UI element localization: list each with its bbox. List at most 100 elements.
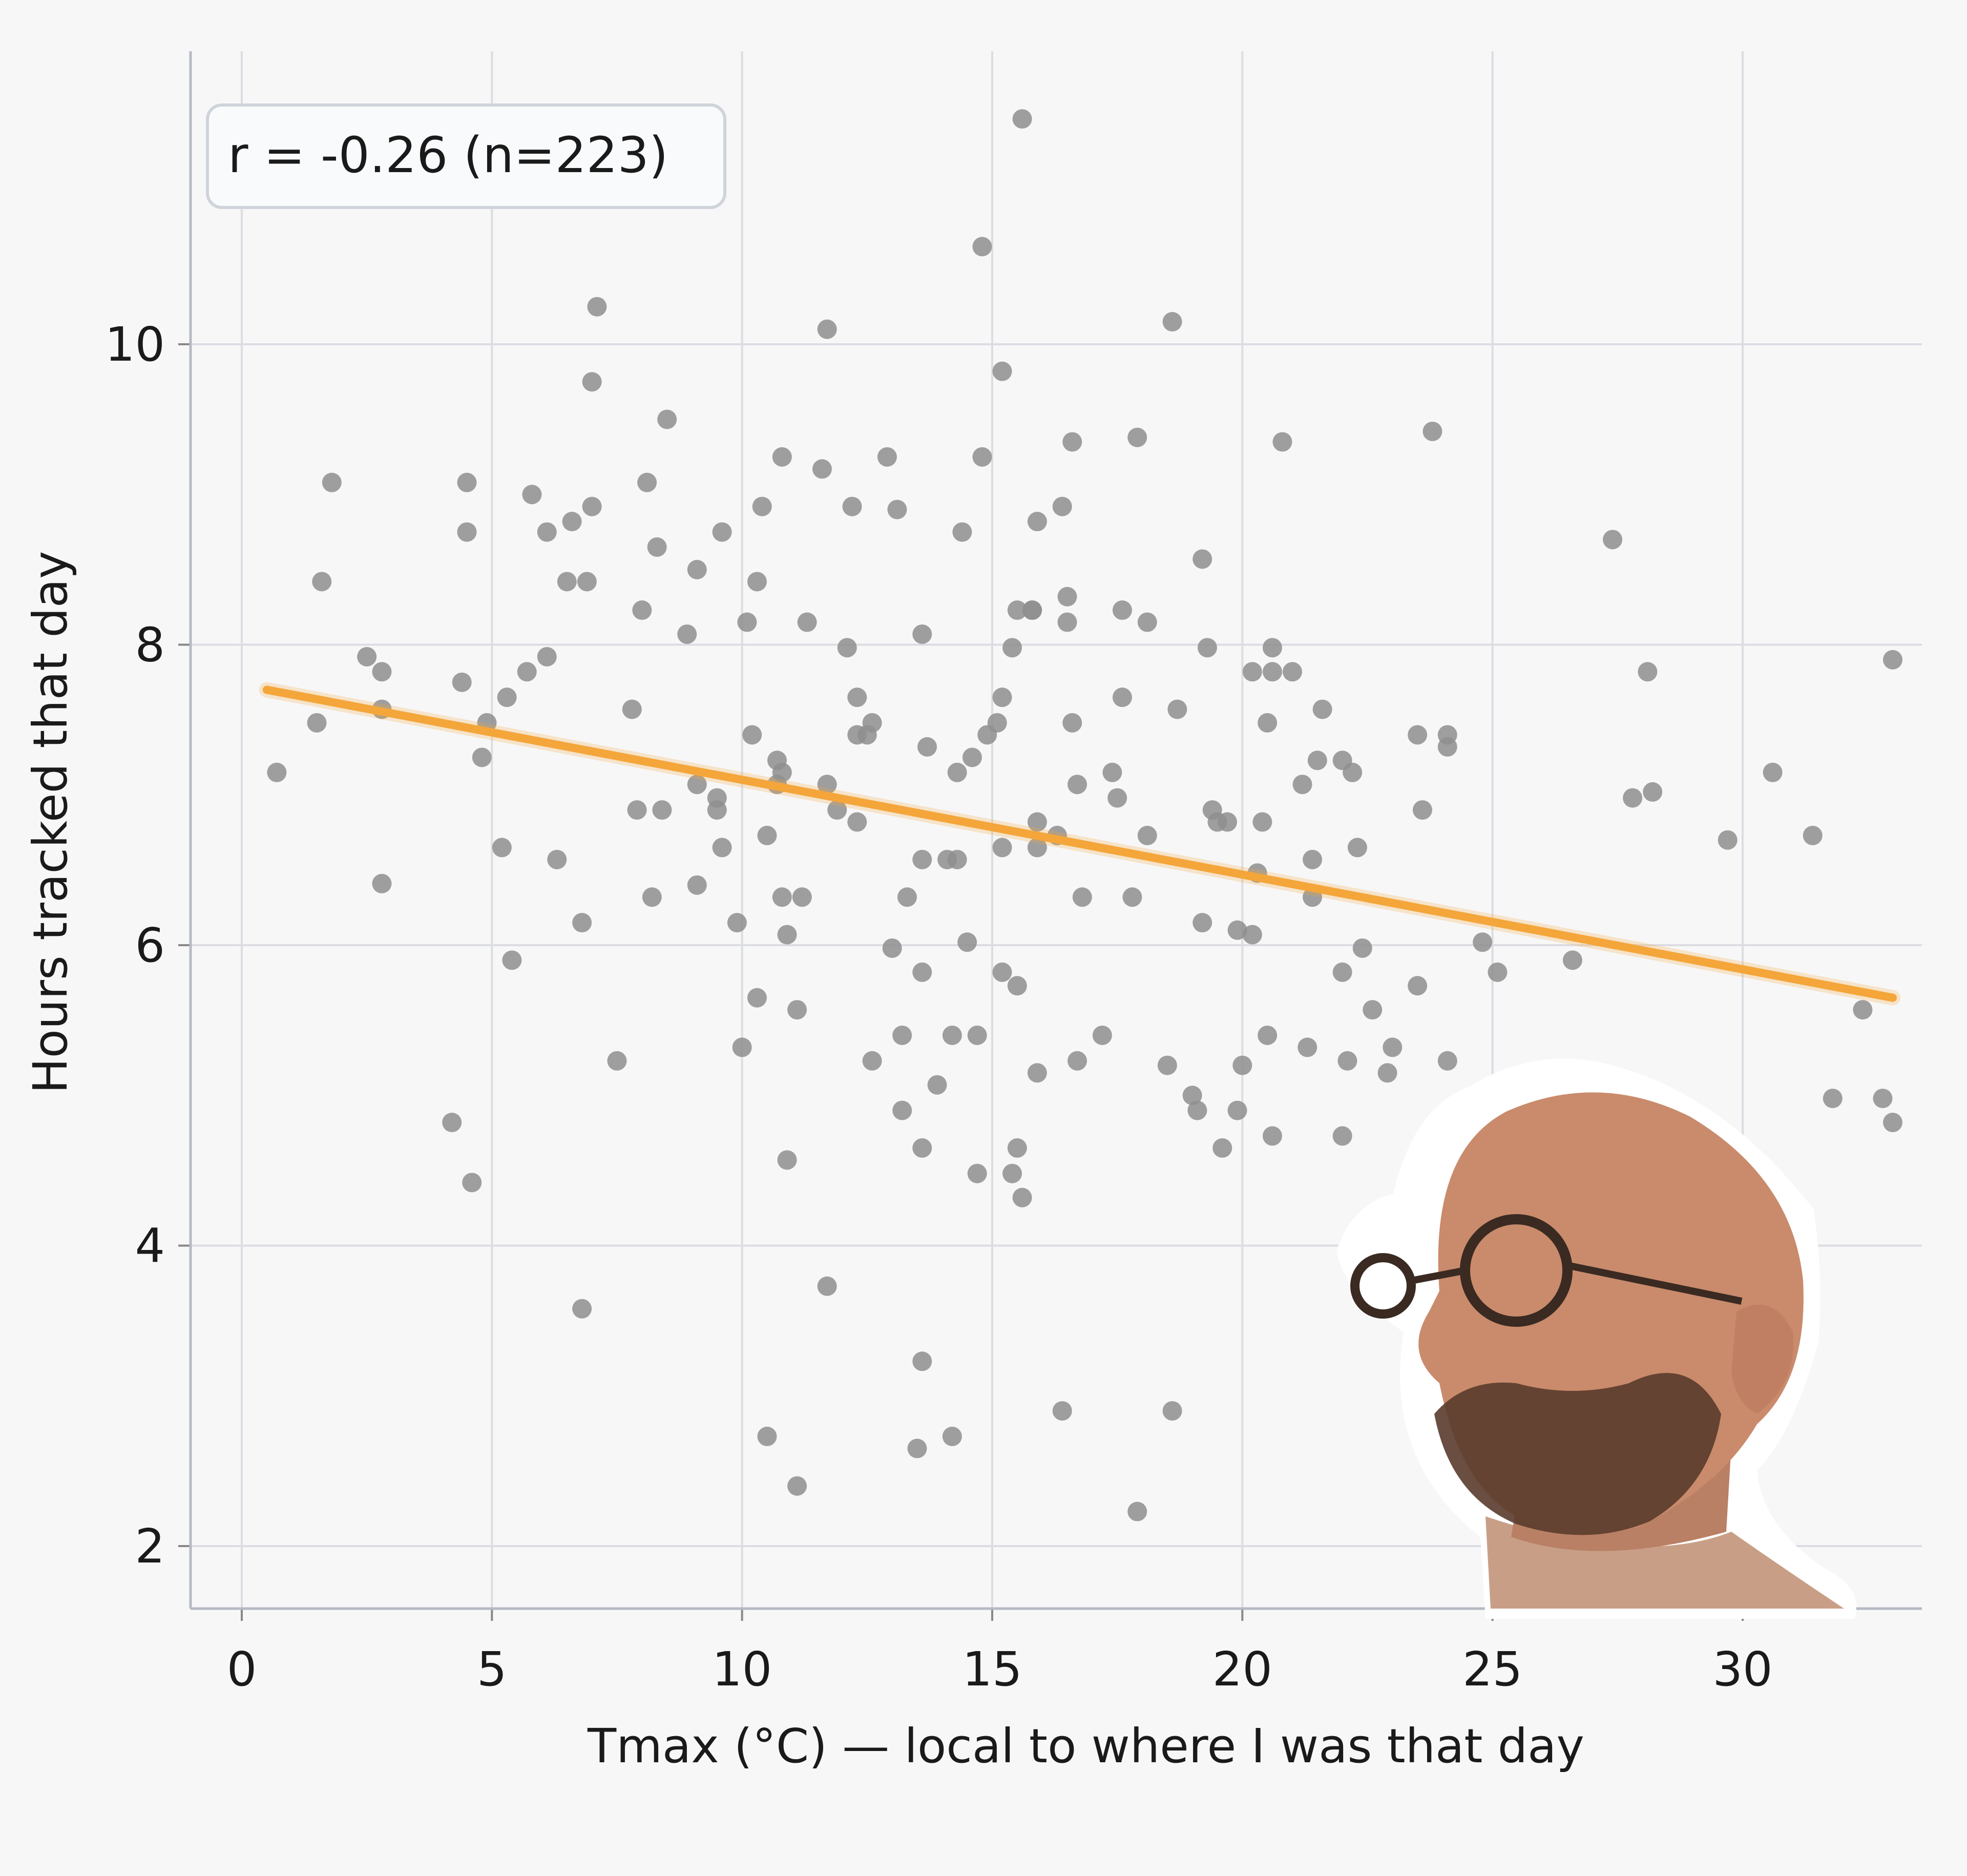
data-point — [1408, 976, 1428, 996]
data-point — [1162, 1401, 1182, 1421]
data-point — [1012, 1187, 1032, 1207]
correlation-text: r = -0.26 (n=223) — [228, 127, 668, 184]
x-tick-label: 25 — [1462, 1642, 1522, 1697]
data-point — [1107, 788, 1127, 808]
data-point — [847, 812, 867, 832]
data-point — [1137, 612, 1157, 632]
data-point — [967, 1025, 987, 1045]
data-point — [1057, 612, 1077, 632]
data-point — [1027, 512, 1047, 532]
data-point — [972, 237, 992, 257]
data-point — [557, 572, 577, 592]
data-point — [1853, 1000, 1873, 1020]
data-point — [1383, 1037, 1403, 1057]
data-point — [947, 762, 967, 782]
x-tick-label: 30 — [1712, 1642, 1772, 1697]
data-point — [1192, 549, 1212, 569]
data-point — [912, 1138, 932, 1158]
data-point — [847, 687, 867, 707]
data-point — [1623, 788, 1643, 808]
data-point — [1062, 432, 1082, 452]
data-point — [1352, 938, 1372, 958]
data-point — [747, 572, 767, 592]
data-point — [642, 887, 662, 907]
data-point — [1252, 812, 1272, 832]
data-point — [1112, 687, 1132, 707]
data-point — [1242, 662, 1262, 682]
data-point — [1262, 638, 1282, 658]
data-point — [917, 737, 937, 757]
data-point — [1167, 699, 1187, 719]
data-point — [687, 875, 707, 895]
trendline-line — [262, 685, 1897, 1002]
data-point — [1272, 432, 1292, 452]
data-point — [877, 447, 897, 467]
data-point — [1052, 1401, 1072, 1421]
data-point — [502, 950, 522, 970]
data-point — [622, 699, 642, 719]
data-point — [267, 762, 287, 782]
data-point — [952, 522, 972, 542]
data-point — [777, 925, 797, 945]
data-point — [797, 612, 817, 632]
data-point — [1332, 1126, 1352, 1146]
data-point — [1002, 1163, 1022, 1183]
data-point — [707, 800, 727, 820]
data-point — [737, 612, 757, 632]
data-point — [1298, 1037, 1317, 1057]
data-point — [992, 687, 1012, 707]
data-point — [1012, 109, 1032, 129]
data-point — [1803, 825, 1823, 845]
data-point — [837, 638, 857, 658]
data-point — [1192, 913, 1212, 933]
data-point — [787, 1000, 807, 1020]
data-point — [457, 472, 477, 492]
data-point — [687, 775, 707, 795]
data-point — [517, 662, 537, 682]
data-point — [897, 887, 917, 907]
data-point — [992, 838, 1012, 858]
data-point — [1292, 775, 1312, 795]
data-point — [1127, 427, 1147, 447]
data-point — [452, 672, 472, 692]
data-point — [1337, 1051, 1357, 1071]
x-tick-label: 15 — [962, 1642, 1022, 1697]
data-point — [927, 1075, 947, 1095]
ear-shape — [1731, 1304, 1794, 1414]
data-point — [1022, 600, 1042, 620]
x-axis-label: Tmax (°C) — local to where I was that da… — [587, 1719, 1584, 1774]
data-point — [892, 1025, 912, 1045]
data-point — [1377, 1063, 1397, 1083]
data-point — [577, 572, 597, 592]
data-point — [1332, 962, 1352, 982]
data-point — [652, 800, 672, 820]
y-tick-label: 8 — [135, 618, 165, 673]
data-point — [372, 873, 392, 893]
data-point — [1873, 1089, 1893, 1109]
data-point — [1242, 925, 1262, 945]
annotation-box — [206, 103, 726, 209]
y-tick-label: 4 — [135, 1219, 165, 1274]
data-point — [1488, 962, 1508, 982]
data-point — [1197, 638, 1217, 658]
data-point — [357, 647, 377, 666]
data-point — [1363, 1000, 1383, 1020]
data-point — [1643, 782, 1663, 802]
data-point — [792, 887, 812, 907]
data-point — [772, 887, 792, 907]
data-point — [1062, 713, 1082, 733]
data-point — [647, 537, 667, 557]
data-point — [1007, 976, 1027, 996]
shoulder-shape — [1485, 1516, 1844, 1609]
data-point — [1823, 1089, 1843, 1109]
data-point — [1187, 1100, 1207, 1120]
data-point — [497, 687, 517, 707]
data-point — [627, 800, 647, 820]
data-point — [1412, 800, 1432, 820]
data-point — [1218, 812, 1238, 832]
data-point — [752, 496, 772, 516]
data-point — [637, 472, 657, 492]
data-point — [962, 747, 982, 767]
y-tick-label: 10 — [105, 317, 165, 372]
data-point — [942, 1426, 962, 1446]
